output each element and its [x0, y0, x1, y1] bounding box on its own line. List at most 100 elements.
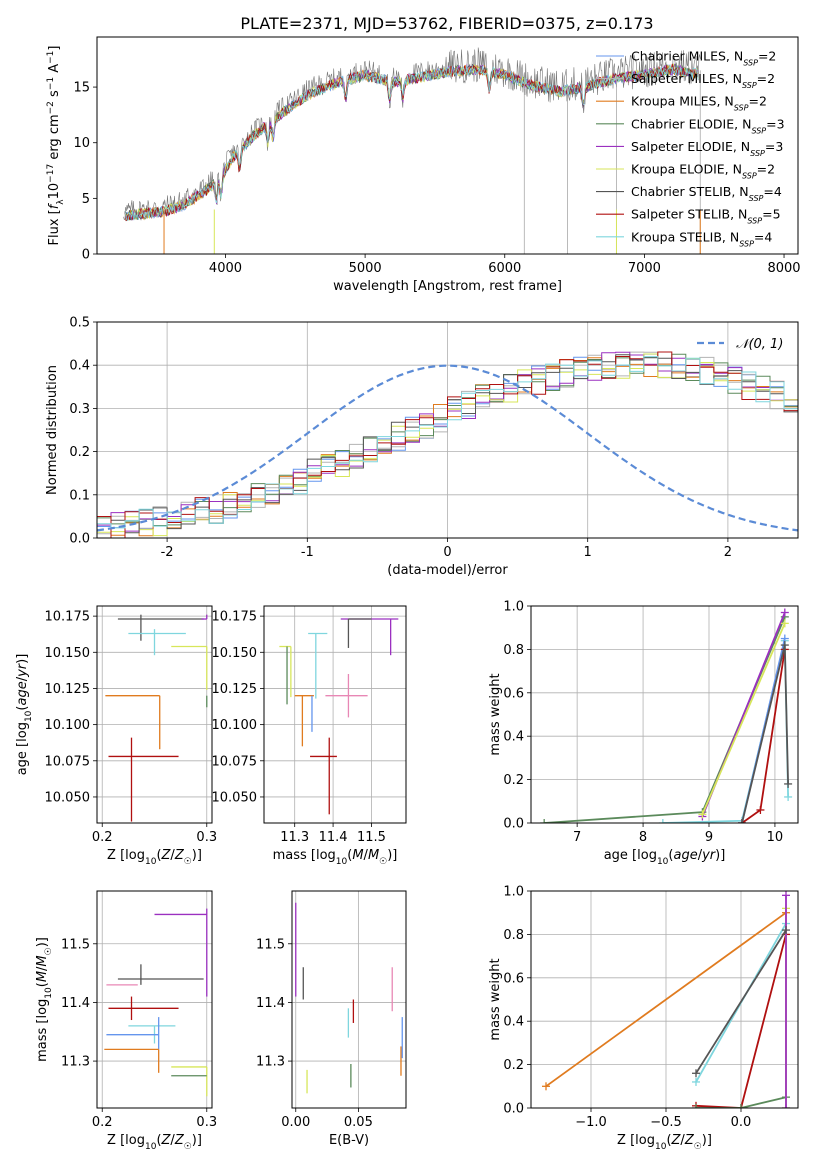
- y-tick-label: 10.150: [45, 646, 91, 661]
- ebv_vs_mass-frame: [291, 890, 407, 1109]
- y-tick-label: 10.175: [45, 610, 91, 625]
- x-tick-label: 11.5: [357, 830, 386, 845]
- residuals-legend: 𝒩(0, 1): [697, 337, 783, 352]
- z_vs_age-frame: [96, 605, 213, 824]
- age_weights-plot-area: [531, 606, 798, 823]
- x-axis-label: Z [log10(Z/Z☉)]: [107, 848, 202, 867]
- legend-label: Salpeter ELODIE, NSSP=3: [631, 139, 783, 158]
- x-tick-label: 0.2: [92, 1115, 113, 1130]
- y-axis-label: Normed distribution: [45, 365, 60, 495]
- ebv_vs_mass-axes: 0.00 0.05 11.3 11.4 11.5 E(B-V): [256, 890, 407, 1148]
- x-axis-label: E(B-V): [329, 1133, 369, 1148]
- z_weights-frame: [530, 890, 799, 1109]
- y-tick-label: 0.1: [69, 488, 90, 503]
- x-tick-label: 11.3: [280, 830, 309, 845]
- model-spectrum-line: [124, 62, 699, 221]
- x-tick-label: 1: [584, 545, 592, 560]
- x-tick-label: 0: [443, 545, 451, 560]
- legend-label: Salpeter MILES, NSSP=2: [631, 71, 775, 90]
- mass_vs_age-plot-area: [264, 606, 406, 823]
- x-tick-label: 5000: [349, 261, 382, 276]
- model-spectrum-line: [124, 63, 699, 222]
- y-tick-label: 0.6: [503, 686, 524, 701]
- x-tick-label: 11.4: [319, 830, 348, 845]
- y-axis-label: mass weight: [488, 673, 503, 755]
- y-tick-label: 0.5: [69, 316, 90, 331]
- y-tick-label: 0.0: [69, 532, 90, 547]
- z_vs_age-plot-area: [97, 606, 212, 823]
- model-spectrum-line: [124, 63, 699, 221]
- y-tick-label: 10.175: [212, 610, 258, 625]
- weight-line: [701, 623, 786, 815]
- x-tick-label: -2: [161, 545, 174, 560]
- weight-line: [695, 934, 787, 1108]
- model-spectrum-line: [124, 64, 699, 221]
- y-axis-label: mass weight: [488, 958, 503, 1040]
- residual-histogram-step: [97, 356, 798, 529]
- y-tick-label: 10.125: [45, 682, 91, 697]
- weight-line: [696, 1096, 787, 1108]
- legend-label: Chabrier MILES, NSSP=2: [631, 49, 776, 68]
- y-tick-label: 10.050: [45, 790, 91, 805]
- y-tick-label: 11.4: [256, 996, 285, 1011]
- spectrum-plot-area: [123, 47, 701, 254]
- y-tick-label: 10: [73, 136, 90, 151]
- z_weights-axes: −1.0 −0.5 0.0 0.0 0.2 0.4 0.6 0.8 1.0 Z [log10(Z/…: [488, 885, 799, 1152]
- y-tick-label: 0.6: [503, 971, 524, 986]
- y-tick-label: 0.2: [69, 445, 90, 460]
- y-tick-label: 0.8: [503, 928, 524, 943]
- x-tick-label: −1.0: [575, 1115, 607, 1130]
- z_vs_age-axes: 0.2 0.3 10.050 10.075 10.100 10.125 10.150 10.1…: [15, 605, 217, 867]
- figure-title: PLATE=2371, MJD=53762, FIBERID=0375, z=0…: [240, 14, 653, 33]
- x-tick-label: −0.5: [650, 1115, 682, 1130]
- x-axis-label: mass [log10(M/M☉)]: [273, 848, 398, 867]
- weight-line: [695, 929, 787, 1074]
- y-tick-label: 0.3: [69, 402, 90, 417]
- z_vs_mass-plot-area: [97, 891, 212, 1108]
- y-tick-label: 0.0: [503, 1102, 524, 1117]
- x-tick-label: 10: [767, 830, 784, 845]
- y-tick-label: 11.5: [61, 937, 90, 952]
- residual-histogram-step: [97, 354, 798, 538]
- model-spectrum-line: [124, 63, 699, 221]
- mass_vs_age-axes: 11.3 11.4 11.5 10.050 10.075 10.100 10.125 10.1…: [212, 605, 407, 867]
- spectrum-frame: [96, 36, 799, 255]
- y-tick-label: 11.5: [256, 937, 285, 952]
- legend-label: Chabrier STELIB, NSSP=4: [631, 184, 782, 203]
- y-tick-label: 1.0: [503, 600, 524, 615]
- weight-line: [662, 640, 789, 823]
- x-tick-label: 0.00: [281, 1115, 310, 1130]
- y-tick-label: 10.150: [212, 646, 258, 661]
- residuals-axes: -2 -1 0 1 2 0.0 0.1 0.2 0.3 0.4 0.5 (data-model)/er…: [45, 316, 799, 578]
- x-tick-label: 0.2: [92, 830, 113, 845]
- y-tick-label: 10.050: [212, 790, 258, 805]
- legend-label: Kroupa ELODIE, NSSP=2: [631, 162, 775, 181]
- y-tick-label: 11.3: [256, 1055, 285, 1070]
- legend-label: Kroupa MILES, NSSP=2: [631, 94, 767, 113]
- x-tick-label: 6000: [488, 261, 521, 276]
- legend-label: 𝒩(0, 1): [736, 337, 783, 352]
- y-tick-label: 10.100: [45, 718, 91, 733]
- x-axis-label: age [log10(age/yr)]: [604, 848, 726, 867]
- z_weights-plot-area: [531, 891, 798, 1108]
- residuals-plot-area: [97, 322, 798, 538]
- y-tick-label: 0: [82, 248, 90, 263]
- y-tick-label: 10.075: [45, 754, 91, 769]
- z_vs_mass-frame: [96, 890, 213, 1109]
- y-tick-label: 0.4: [503, 730, 524, 745]
- mass_vs_age-frame: [263, 605, 407, 824]
- x-tick-label: 0.3: [196, 1115, 217, 1130]
- x-axis-label: (data-model)/error: [387, 563, 508, 578]
- x-tick-label: 7: [573, 830, 581, 845]
- legend-label: Kroupa STELIB, NSSP=4: [631, 229, 772, 248]
- age_weights-frame: [530, 605, 799, 824]
- y-tick-label: 0.2: [503, 773, 524, 788]
- x-tick-label: 8: [639, 830, 647, 845]
- y-tick-label: 1.0: [503, 885, 524, 900]
- y-tick-label: 0.0: [503, 817, 524, 832]
- y-tick-label: 0.4: [503, 1015, 524, 1030]
- y-axis-label: Flux [fλ10−17 erg cm−2 s−1 A−1]: [46, 46, 66, 246]
- legend-label: Salpeter STELIB, NSSP=5: [631, 207, 781, 226]
